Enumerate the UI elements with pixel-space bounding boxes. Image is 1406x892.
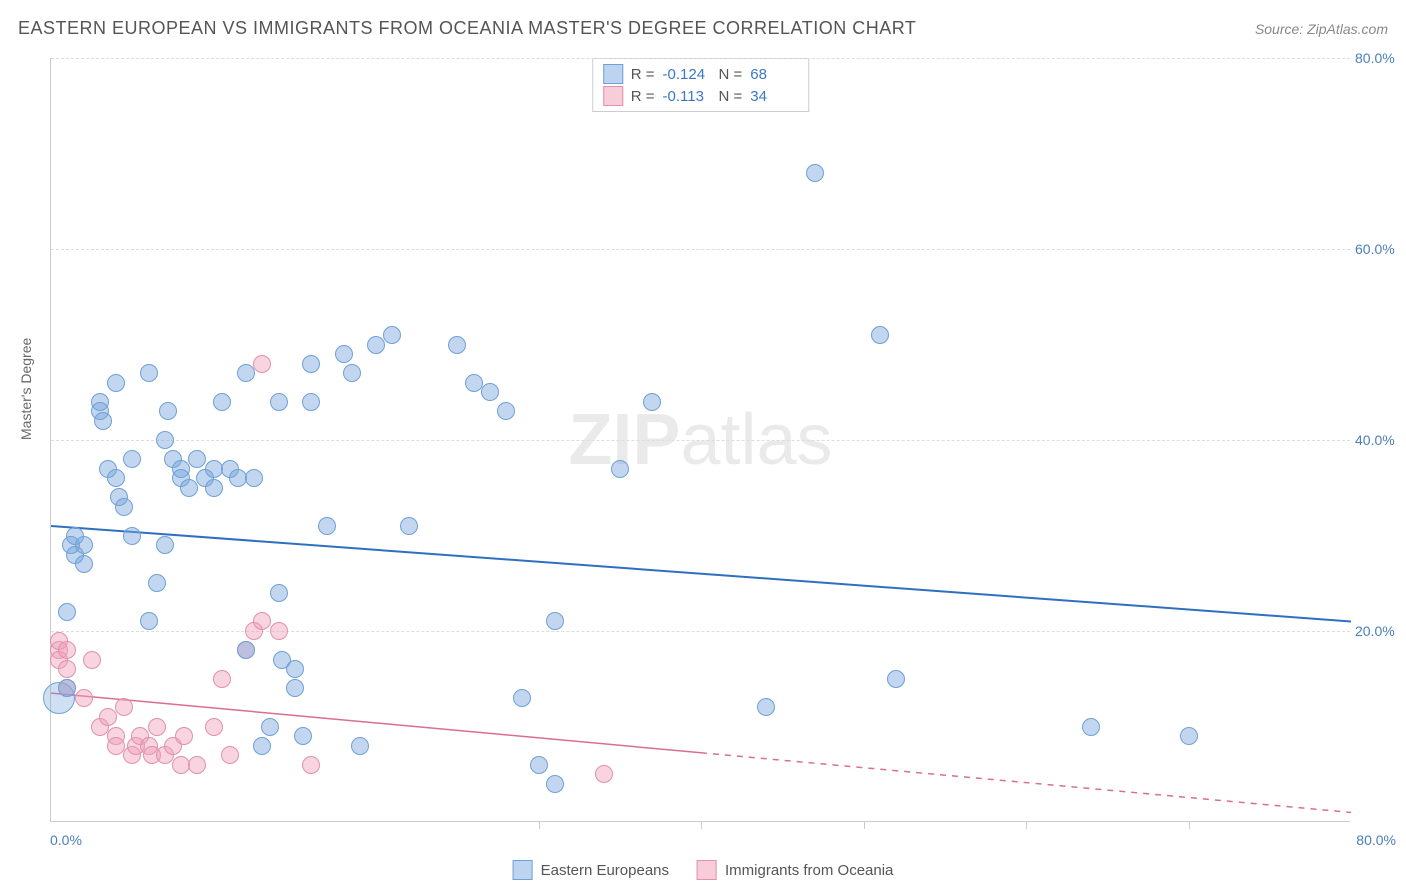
scatter-point-blue (107, 469, 125, 487)
legend-item-pink: Immigrants from Oceania (697, 860, 893, 880)
scatter-point-blue (213, 393, 231, 411)
scatter-point-blue (156, 536, 174, 554)
scatter-point-blue (448, 336, 466, 354)
scatter-point-blue (75, 555, 93, 573)
scatter-point-blue (294, 727, 312, 745)
scatter-point-blue (643, 393, 661, 411)
scatter-point-blue (188, 450, 206, 468)
scatter-point-blue (180, 479, 198, 497)
scatter-point-blue (318, 517, 336, 535)
x-tick (1026, 821, 1027, 829)
source-attribution: Source: ZipAtlas.com (1255, 21, 1388, 37)
y-tick-label: 80.0% (1355, 50, 1406, 66)
scatter-point-blue (335, 345, 353, 363)
scatter-point-blue (58, 603, 76, 621)
scatter-point-blue (286, 679, 304, 697)
scatter-point-blue (806, 164, 824, 182)
scatter-point-pink (175, 727, 193, 745)
scatter-point-pink (253, 612, 271, 630)
scatter-point-blue (1180, 727, 1198, 745)
scatter-point-blue (871, 326, 889, 344)
scatter-point-pink (270, 622, 288, 640)
scatter-point-blue (107, 374, 125, 392)
scatter-point-blue (115, 498, 133, 516)
scatter-point-blue (237, 641, 255, 659)
y-axis-title: Master's Degree (18, 338, 34, 440)
swatch-pink-icon (697, 860, 717, 880)
scatter-point-pink (107, 737, 125, 755)
chart-header: EASTERN EUROPEAN VS IMMIGRANTS FROM OCEA… (18, 18, 1388, 39)
legend-label-blue: Eastern Europeans (541, 862, 669, 879)
gridline (51, 440, 1350, 441)
x-axis-max-label: 80.0% (1356, 832, 1396, 848)
scatter-point-blue (513, 689, 531, 707)
swatch-blue-icon (513, 860, 533, 880)
scatter-point-pink (83, 651, 101, 669)
scatter-point-blue (148, 574, 166, 592)
scatter-point-blue (530, 756, 548, 774)
scatter-point-blue (286, 660, 304, 678)
x-tick (539, 821, 540, 829)
scatter-point-pink (253, 355, 271, 373)
scatter-point-blue (497, 402, 515, 420)
scatter-point-pink (58, 660, 76, 678)
scatter-point-blue (270, 584, 288, 602)
scatter-point-blue (611, 460, 629, 478)
scatter-point-pink (205, 718, 223, 736)
gridline (51, 58, 1350, 59)
scatter-point-blue (383, 326, 401, 344)
scatter-point-pink (188, 756, 206, 774)
scatter-point-blue (302, 355, 320, 373)
x-axis-min-label: 0.0% (50, 832, 82, 848)
scatter-point-blue (400, 517, 418, 535)
y-tick-label: 20.0% (1355, 623, 1406, 639)
scatter-point-pink (213, 670, 231, 688)
scatter-point-blue (343, 364, 361, 382)
scatter-point-blue (757, 698, 775, 716)
scatter-point-pink (58, 641, 76, 659)
scatter-point-blue (205, 479, 223, 497)
y-tick-label: 40.0% (1355, 432, 1406, 448)
scatter-point-pink (75, 689, 93, 707)
scatter-point-blue (156, 431, 174, 449)
y-tick-label: 60.0% (1355, 241, 1406, 257)
scatter-point-blue (546, 612, 564, 630)
scatter-point-blue (887, 670, 905, 688)
x-tick (701, 821, 702, 829)
scatter-point-blue (75, 536, 93, 554)
scatter-point-blue (546, 775, 564, 793)
legend: Eastern Europeans Immigrants from Oceani… (513, 860, 894, 880)
scatter-point-blue (270, 393, 288, 411)
scatter-point-blue (351, 737, 369, 755)
plot-area: ZIPatlas R = -0.124 N = 68 R = -0.113 N … (50, 58, 1350, 822)
scatter-point-pink (302, 756, 320, 774)
scatter-point-pink (595, 765, 613, 783)
scatter-point-blue (261, 718, 279, 736)
scatter-point-blue (94, 412, 112, 430)
legend-item-blue: Eastern Europeans (513, 860, 669, 880)
scatter-point-pink (221, 746, 239, 764)
scatter-point-pink (99, 708, 117, 726)
x-tick (864, 821, 865, 829)
scatter-point-pink (148, 718, 166, 736)
scatter-point-blue (367, 336, 385, 354)
scatter-point-blue (465, 374, 483, 392)
scatter-point-blue (123, 527, 141, 545)
legend-label-pink: Immigrants from Oceania (725, 862, 893, 879)
scatter-point-blue (481, 383, 499, 401)
scatter-point-blue (123, 450, 141, 468)
scatter-point-blue (237, 364, 255, 382)
scatter-point-blue (140, 612, 158, 630)
scatter-point-blue (159, 402, 177, 420)
scatter-point-blue (245, 469, 263, 487)
scatter-point-blue (253, 737, 271, 755)
scatter-point-blue (302, 393, 320, 411)
x-tick (1189, 821, 1190, 829)
scatter-point-blue (58, 679, 76, 697)
gridline (51, 249, 1350, 250)
chart-title: EASTERN EUROPEAN VS IMMIGRANTS FROM OCEA… (18, 18, 916, 39)
scatter-point-blue (1082, 718, 1100, 736)
scatter-point-blue (140, 364, 158, 382)
scatter-point-pink (115, 698, 133, 716)
